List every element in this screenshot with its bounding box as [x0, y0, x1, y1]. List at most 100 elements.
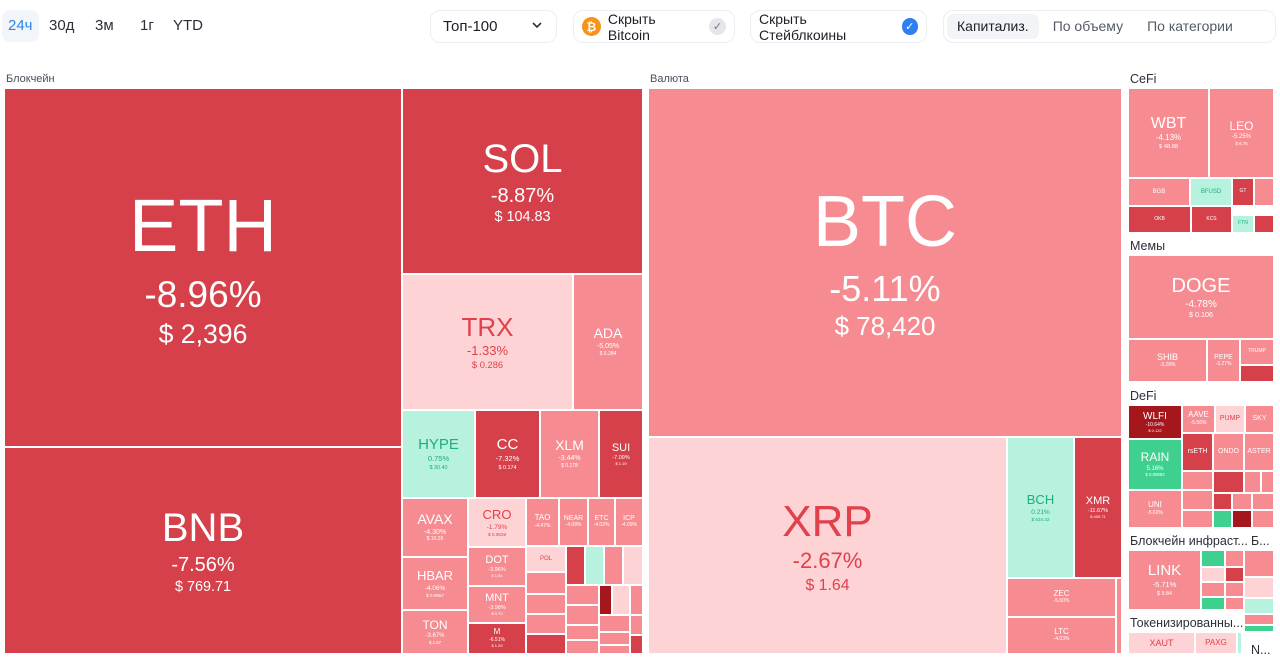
tile-aster[interactable]: ASTER [1244, 433, 1274, 471]
tile-doge[interactable]: DOGE -4.78% $ 0.106 [1128, 255, 1274, 339]
tile-small[interactable] [604, 546, 623, 585]
tile-small[interactable] [1225, 582, 1244, 597]
tile-small[interactable] [1252, 510, 1274, 528]
tile-pol[interactable]: POL [526, 546, 566, 572]
tile-leo[interactable]: LEO -5.25% $ 8.75 [1209, 88, 1274, 178]
tile-wlfi[interactable]: WLFI -10.64% $ 0.122 [1128, 405, 1182, 439]
tile-cro[interactable]: CRO -1.79% $ 0.0838 [468, 498, 526, 547]
tile-small[interactable] [566, 605, 599, 625]
tile-sol[interactable]: SOL -8.87% $ 104.83 [402, 88, 643, 274]
tile-shib[interactable]: SHIB -3.28% [1128, 339, 1207, 382]
tile-sky[interactable]: SKY [1245, 405, 1274, 433]
tile-gt[interactable]: GT [1232, 178, 1254, 206]
tile-ton[interactable]: TON -3.67% $ 1.57 [402, 610, 468, 654]
tile-small[interactable] [1116, 578, 1122, 654]
tile-small[interactable] [1182, 471, 1213, 490]
tile-small[interactable] [566, 625, 599, 640]
tile-ondo[interactable]: ONDO [1213, 433, 1244, 471]
tile-small[interactable] [1182, 490, 1213, 510]
tile-small[interactable] [1244, 598, 1274, 614]
tile-hype[interactable]: HYPE 0.75% $ 30.40 [402, 410, 475, 498]
tile-paxg[interactable]: PAXG [1195, 632, 1237, 654]
view-market-cap[interactable]: Капитализ. [947, 14, 1039, 39]
tile-small[interactable] [1244, 471, 1261, 493]
tile-bch[interactable]: BCH 0.21% $ 534.32 [1007, 437, 1074, 578]
tile-hbar[interactable]: HBAR -4.06% $ 0.0957 [402, 557, 468, 610]
tile-ada[interactable]: ADA -5.05% $ 0.284 [573, 274, 643, 410]
tile-small[interactable] [1201, 597, 1225, 610]
tile-small[interactable] [1213, 510, 1232, 528]
tile-small[interactable] [526, 614, 566, 634]
tile-bfusd[interactable]: BFUSD [1190, 178, 1232, 206]
tile-small[interactable] [1232, 510, 1252, 528]
tile-small[interactable] [585, 546, 604, 585]
tile-near[interactable]: NEAR -4.08% [559, 498, 588, 546]
tile-avax[interactable]: AVAX -4.30% $ 10.26 [402, 498, 468, 557]
tile-wbt[interactable]: WBT -4.13% $ 48.88 [1128, 88, 1209, 178]
tile-m[interactable]: M -6.51% $ 1.29 [468, 623, 526, 654]
tile-small[interactable] [526, 634, 566, 654]
tile-small[interactable] [630, 615, 643, 635]
tile-small[interactable] [1252, 493, 1274, 510]
tile-xlm[interactable]: XLM -3.44% $ 0.178 [540, 410, 599, 498]
tile-small[interactable] [1261, 471, 1274, 493]
tile-small[interactable] [1244, 614, 1274, 625]
tile-small[interactable] [566, 585, 599, 605]
tile-ltc[interactable]: LTC -4.03% [1007, 617, 1116, 654]
tile-small[interactable] [623, 546, 643, 585]
tile-uni[interactable]: UNI -5.60% [1128, 490, 1182, 528]
tile-kcs[interactable]: KCS [1191, 206, 1232, 233]
tile-tao[interactable]: TAO -4.47% [526, 498, 559, 546]
tile-bnb[interactable]: BNB -7.56% $ 769.71 [4, 447, 402, 654]
tile-small[interactable] [1225, 567, 1244, 582]
tile-cc[interactable]: CC -7.32% $ 0.174 [475, 410, 540, 498]
tile-rseth[interactable]: rsETH [1182, 433, 1213, 471]
view-category[interactable]: По категории [1147, 18, 1233, 34]
tile-small[interactable] [1240, 365, 1274, 382]
tile-small[interactable] [612, 585, 630, 615]
tile-bgb[interactable]: BGB [1128, 178, 1190, 206]
period-tab-1y[interactable]: 1г [140, 17, 154, 34]
tile-xaut[interactable]: XAUT [1128, 632, 1195, 654]
tile-small[interactable] [1201, 567, 1225, 582]
tile-mnt[interactable]: MNT -3.98% $ 0.70 [468, 586, 526, 623]
tile-small[interactable] [1201, 550, 1225, 567]
tile-small[interactable] [1201, 582, 1225, 597]
tile-small[interactable] [1225, 550, 1244, 567]
tile-small[interactable] [599, 585, 612, 615]
hide-stablecoins-toggle[interactable]: Скрыть Стейблкоины ✓ [750, 10, 927, 43]
tile-small[interactable] [1182, 510, 1213, 528]
tile-aave[interactable]: AAVE -5.56% [1182, 405, 1215, 433]
tile-rain[interactable]: RAIN 5.16% $ 0.00882 [1128, 439, 1182, 490]
tile-small[interactable] [1244, 577, 1274, 598]
tile-small[interactable] [566, 546, 585, 585]
tile-link[interactable]: LINK -5.71% $ 9.84 [1128, 550, 1201, 610]
tile-small[interactable] [1244, 550, 1274, 577]
tile-small[interactable] [1232, 493, 1252, 510]
hide-bitcoin-toggle[interactable]: ₿ Скрыть Bitcoin ✓ [573, 10, 735, 43]
tile-small[interactable] [1213, 493, 1232, 510]
tile-xmr[interactable]: XMR -11.67% $ 409.71 [1074, 437, 1122, 578]
tile-trump[interactable]: TRUMP [1240, 339, 1274, 365]
tile-ftn[interactable]: FTN [1232, 215, 1254, 233]
tile-etc[interactable]: ETC -4.02% [588, 498, 615, 546]
tile-btc[interactable]: BTC -5.11% $ 78,420 [648, 88, 1122, 437]
tile-eth[interactable]: ETH -8.96% $ 2,396 [4, 88, 402, 447]
tile-small[interactable] [1254, 215, 1274, 233]
top-select[interactable]: Топ-100 [430, 10, 557, 43]
tile-small[interactable] [566, 640, 599, 654]
tile-okb[interactable]: OKB [1128, 206, 1191, 233]
tile-small[interactable] [599, 615, 630, 632]
tile-small[interactable] [1244, 625, 1274, 632]
tile-sui[interactable]: SUI -7.09% $ 1.19 [599, 410, 643, 498]
tile-dot[interactable]: DOT -3.96% $ 1.51 [468, 547, 526, 586]
tile-icp[interactable]: ICP -4.09% [615, 498, 643, 546]
tile-small[interactable] [599, 645, 630, 654]
period-tab-24h[interactable]: 24ч [2, 10, 39, 42]
period-tab-3m[interactable]: 3м [95, 17, 114, 34]
tile-xrp[interactable]: XRP -2.67% $ 1.64 [648, 437, 1007, 654]
tile-small[interactable] [526, 594, 566, 614]
tile-small[interactable] [599, 632, 630, 645]
tile-small[interactable] [630, 635, 643, 654]
tile-small[interactable] [1237, 632, 1242, 654]
